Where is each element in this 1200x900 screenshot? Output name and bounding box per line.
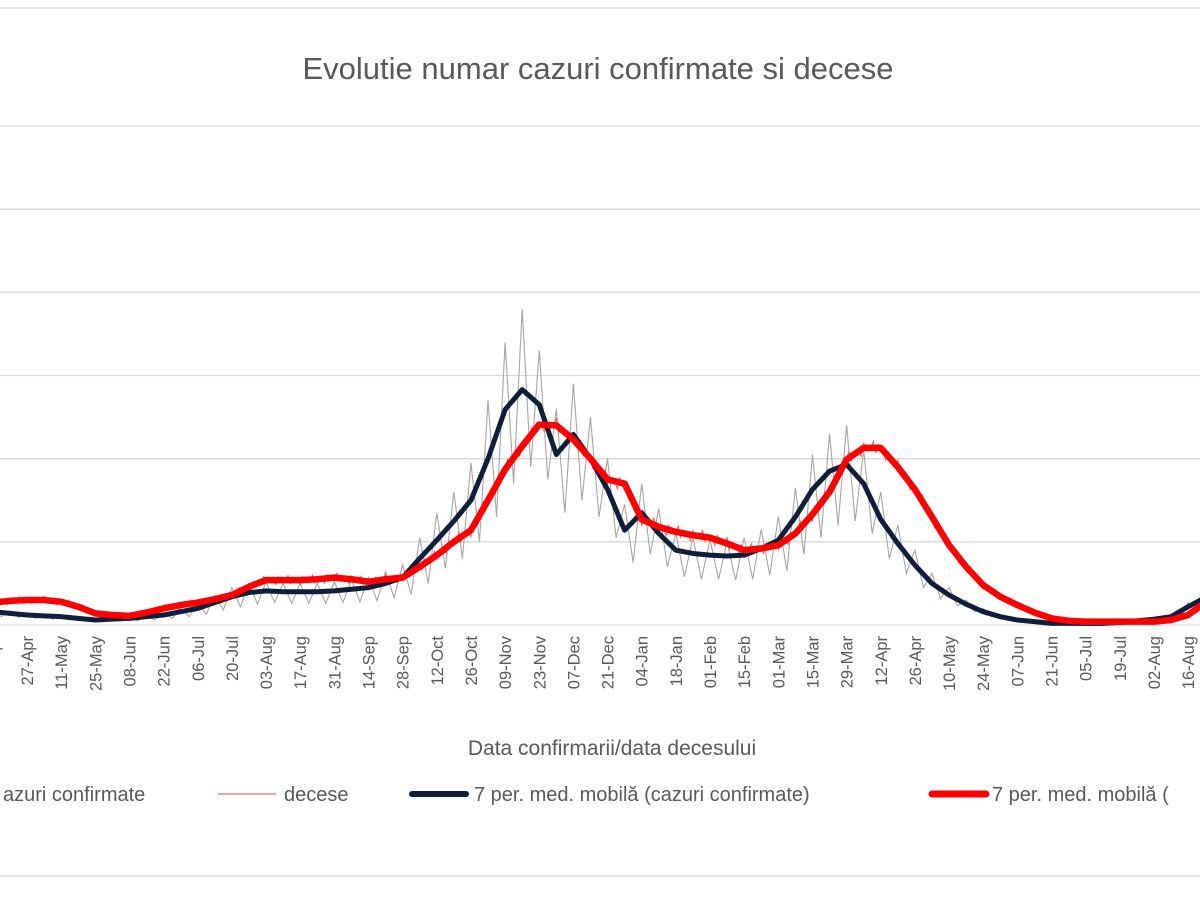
x-tick-label: 21-Dec xyxy=(600,636,618,689)
x-tick-label: 06-Jul xyxy=(190,636,208,681)
x-tick-label: 10-May xyxy=(941,635,959,691)
x-tick-label: 12-Oct xyxy=(429,636,447,686)
x-tick-label: 13-Apr xyxy=(0,636,3,686)
x-tick-label: 17-Aug xyxy=(292,636,310,689)
series-ma-decese xyxy=(0,421,1200,625)
x-tick-label: 26-Apr xyxy=(907,636,925,686)
x-tick-label: 14-Sep xyxy=(361,636,379,689)
plot-area xyxy=(0,308,1200,626)
x-tick-label: 01-Mar xyxy=(770,635,788,688)
x-tick-label: 21-Jun xyxy=(1044,636,1062,686)
x-tick-label: 26-Oct xyxy=(463,636,481,686)
legend-label-ma-cazuri: 7 per. med. mobilă (cazuri confirmate) xyxy=(474,784,810,806)
x-tick-label: 11-May xyxy=(53,635,71,690)
legend: azuri confirmate decese 7 per. med. mobi… xyxy=(3,784,1169,806)
legend-label-decese: decese xyxy=(284,784,349,806)
x-tick-label: 18-Jan xyxy=(668,636,686,686)
x-tick-label: 19-Jul xyxy=(1112,636,1130,681)
x-tick-label: 20-Jul xyxy=(224,636,242,681)
x-tick-label: 25-May xyxy=(87,635,105,691)
x-tick-label: 03-Aug xyxy=(258,636,276,689)
x-tick-label: 31-Aug xyxy=(326,636,344,689)
x-tick-label: 12-Apr xyxy=(873,636,891,686)
x-tick-label: 09-Nov xyxy=(497,635,515,689)
x-tick-label: 07-Jun xyxy=(1009,636,1027,686)
x-tick-label: 08-Jun xyxy=(121,636,139,686)
x-tick-label: 02-Aug xyxy=(1146,636,1164,689)
series-decese xyxy=(0,416,1200,626)
x-tick-label: 28-Sep xyxy=(395,636,413,689)
x-tick-label: 15-Feb xyxy=(736,636,754,688)
x-tick-label: 22-Jun xyxy=(156,636,174,686)
x-axis-title: Data confirmarii/data decesului xyxy=(468,737,756,760)
x-tick-label: 27-Apr xyxy=(19,636,37,686)
gridlines xyxy=(0,125,1200,626)
x-tick-label: 04-Jan xyxy=(634,636,652,686)
x-tick-label: 01-Feb xyxy=(702,636,720,688)
legend-label-ma-decese: 7 per. med. mobilă ( xyxy=(992,784,1169,806)
x-tick-label: 29-Mar xyxy=(839,635,857,688)
chart-title: Evolutie numar cazuri confirmate si dece… xyxy=(303,51,894,86)
x-axis-ticks: 13-Apr 27-Apr 11-May 25-May 08-Jun 22-Jun 06-J… xyxy=(0,635,1198,691)
x-tick-label: 23-Nov xyxy=(531,635,549,689)
x-tick-label: 07-Dec xyxy=(565,636,583,689)
x-tick-label: 16-Aug xyxy=(1180,636,1198,689)
x-tick-label: 05-Jul xyxy=(1078,636,1096,681)
x-tick-label: 24-May xyxy=(975,635,993,691)
legend-label-cazuri: azuri confirmate xyxy=(3,784,145,806)
x-tick-label: 15-Mar xyxy=(804,635,822,688)
